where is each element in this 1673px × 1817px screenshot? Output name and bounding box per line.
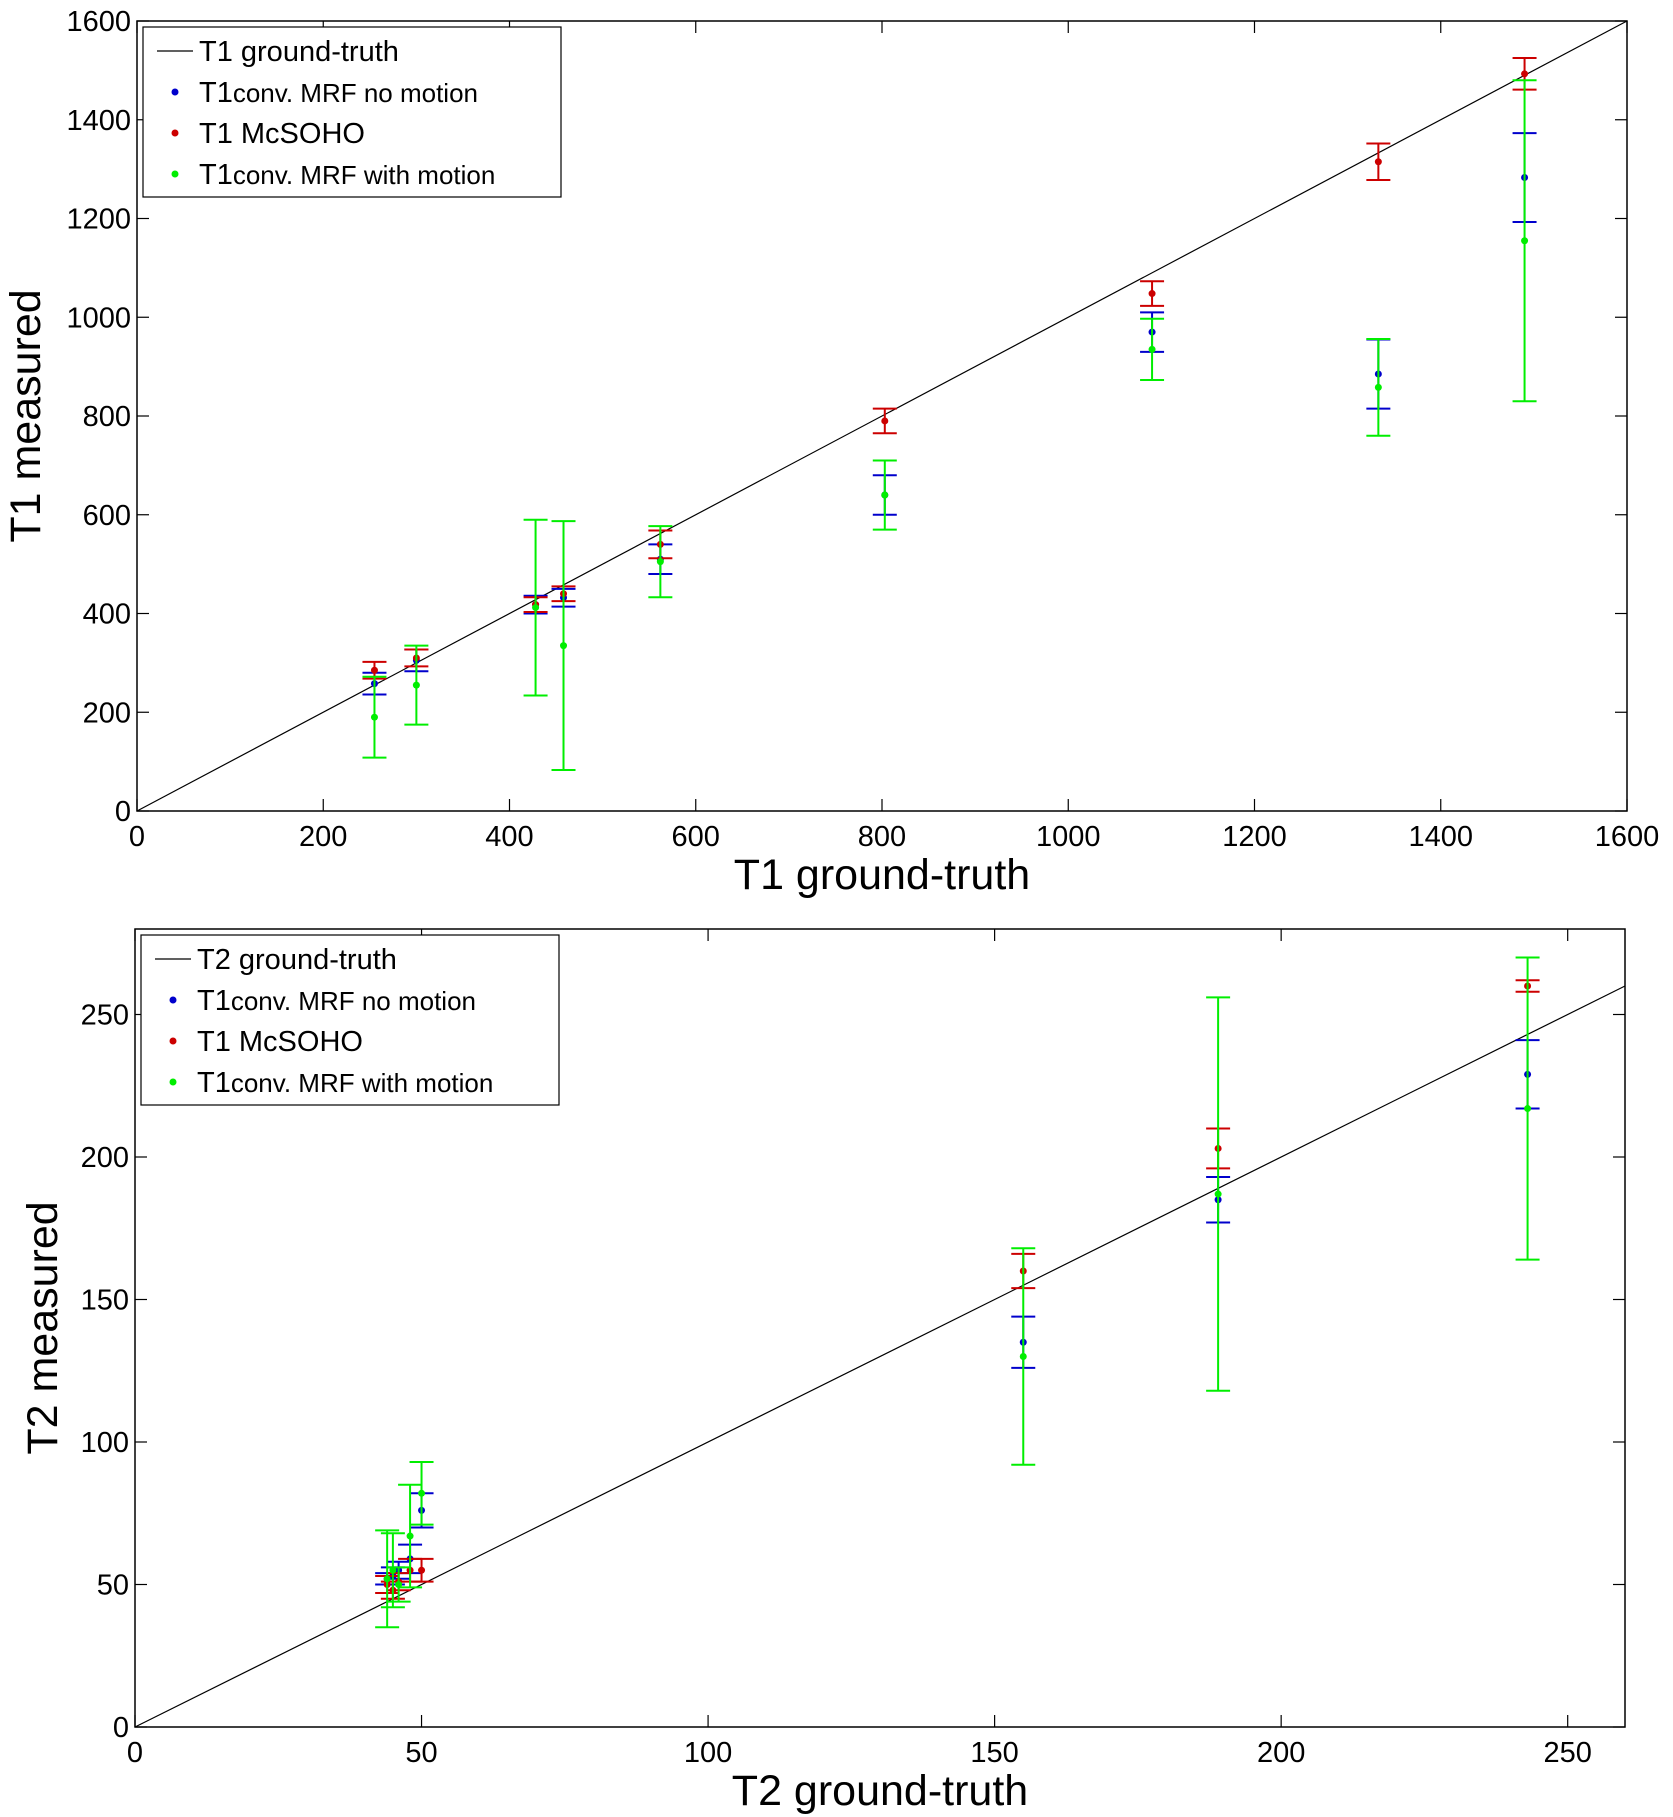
x-tick-label: 0 — [129, 821, 145, 853]
x-tick-label: 1200 — [1222, 821, 1287, 853]
data-point-with_motion — [395, 1581, 403, 1588]
legend-prefix: T1 — [199, 159, 233, 191]
x-tick-label: 150 — [970, 1737, 1018, 1769]
y-tick-label: 1400 — [66, 105, 131, 137]
data-point-with_motion — [1374, 383, 1382, 391]
x-tick-label: 200 — [1257, 1737, 1305, 1769]
ground-truth-line — [134, 985, 1626, 1728]
y-tick-label: 0 — [115, 796, 131, 828]
legend-entry-no_motion: T1conv. MRF no motion — [197, 985, 476, 1017]
data-point-with_motion — [881, 491, 889, 499]
legend-entry-with_motion: T1conv. MRF with motion — [199, 159, 495, 191]
legend-entry-mcsoho: T1 McSOHO — [197, 1026, 363, 1058]
data-point-mcsoho — [418, 1566, 426, 1574]
legend-entry-mcsoho: T1 McSOHO — [199, 118, 365, 150]
legend-marker-with_motion — [171, 170, 179, 178]
legend-prefix: T1 — [197, 985, 231, 1017]
legend-label: McSOHO — [233, 118, 365, 150]
x-tick-label: 0 — [127, 1737, 143, 1769]
data-point-with_motion — [389, 1566, 397, 1574]
legend-label: ground-truth — [233, 36, 399, 68]
data-point-mcsoho — [1148, 290, 1156, 298]
legend-label: conv. MRF with motion — [233, 160, 495, 190]
x-tick-label: 1400 — [1408, 821, 1473, 853]
y-tick-label: 200 — [81, 1142, 129, 1174]
x-axis-label: T1 ground-truth — [734, 851, 1030, 899]
legend-prefix: T1 — [199, 36, 233, 68]
x-tick-label: 1600 — [1595, 821, 1660, 853]
y-tick-label: 800 — [83, 401, 131, 433]
x-tick-label: 800 — [858, 821, 906, 853]
legend-label: conv. MRF with motion — [231, 1068, 493, 1098]
y-tick-label: 50 — [97, 1570, 129, 1602]
t2-chart: 0 50 100 150 200 250 0 50 100 150 200 250 T2 ground-… — [19, 928, 1626, 1815]
legend-prefix: T1 — [199, 77, 233, 109]
legend-entry-ground_truth: T1 ground-truth — [199, 36, 399, 68]
legend-marker-mcsoho — [169, 1037, 177, 1045]
axes-frame — [134, 928, 1626, 1728]
data-point-with_motion — [532, 604, 540, 612]
data-point-with_motion — [1521, 237, 1529, 245]
data-point-with_motion — [656, 558, 664, 566]
y-tick-label: 400 — [83, 599, 131, 631]
t1-chart: 0 200 400 600 800 1000 1200 1400 1600 0 200 400 600 8… — [2, 6, 1659, 899]
y-tick-label: 150 — [81, 1285, 129, 1317]
x-tick-label: 100 — [684, 1737, 732, 1769]
legend-box — [140, 934, 560, 1106]
x-tick-label: 200 — [299, 821, 347, 853]
legend-marker-mcsoho — [171, 129, 179, 137]
data-point-mcsoho — [881, 417, 889, 425]
data-point-with_motion — [370, 713, 378, 721]
legend-marker-with_motion — [169, 1078, 177, 1086]
legend-box — [142, 26, 562, 198]
legend-entry-with_motion: T1conv. MRF with motion — [197, 1067, 493, 1099]
x-tick-label: 50 — [405, 1737, 437, 1769]
y-tick-label: 600 — [83, 500, 131, 532]
data-point-with_motion — [1524, 1105, 1532, 1113]
legend-entry-no_motion: T1conv. MRF no motion — [199, 77, 478, 109]
data-point-with_motion — [560, 642, 568, 650]
x-tick-label: 250 — [1543, 1737, 1591, 1769]
x-tick-label: 400 — [485, 821, 533, 853]
legend-label: McSOHO — [231, 1026, 363, 1058]
legend-marker-no_motion — [171, 88, 179, 96]
y-tick-label: 1200 — [66, 204, 131, 236]
legend-prefix: T1 — [197, 1026, 231, 1058]
x-tick-label: 600 — [672, 821, 720, 853]
y-axis-label: T1 measured — [2, 289, 50, 542]
y-tick-label: 200 — [83, 697, 131, 729]
legend-label: ground-truth — [231, 944, 397, 976]
data-point-with_motion — [383, 1575, 391, 1583]
y-tick-label: 100 — [81, 1427, 129, 1459]
data-point-mcsoho — [370, 666, 378, 674]
legend-entry-ground_truth: T2 ground-truth — [197, 944, 397, 976]
data-point-with_motion — [1019, 1353, 1027, 1360]
y-tick-label: 1600 — [66, 6, 131, 38]
data-point-with_motion — [1148, 345, 1156, 353]
data-point-mcsoho — [1374, 158, 1382, 166]
legend-prefix: T2 — [197, 944, 231, 976]
legend-label: conv. MRF no motion — [233, 78, 478, 108]
y-tick-label: 250 — [81, 1000, 129, 1032]
data-point-with_motion — [418, 1489, 426, 1497]
legend-label: conv. MRF no motion — [231, 986, 476, 1016]
data-point-with_motion — [1214, 1190, 1222, 1198]
x-tick-label: 1000 — [1036, 821, 1101, 853]
data-point-mcsoho — [1521, 70, 1529, 78]
x-axis-label: T2 ground-truth — [732, 1767, 1028, 1815]
y-tick-label: 0 — [113, 1712, 129, 1744]
legend-marker-no_motion — [169, 996, 177, 1004]
legend-prefix: T1 — [197, 1067, 231, 1099]
y-tick-label: 1000 — [66, 302, 131, 334]
data-point-with_motion — [412, 681, 420, 689]
data-point-with_motion — [406, 1532, 414, 1540]
legend-prefix: T1 — [199, 118, 233, 150]
y-axis-label: T2 measured — [19, 1201, 67, 1454]
